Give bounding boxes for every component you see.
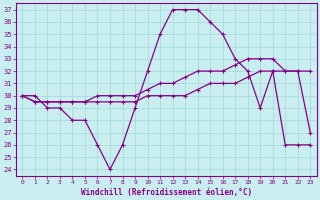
X-axis label: Windchill (Refroidissement éolien,°C): Windchill (Refroidissement éolien,°C) xyxy=(81,188,252,197)
